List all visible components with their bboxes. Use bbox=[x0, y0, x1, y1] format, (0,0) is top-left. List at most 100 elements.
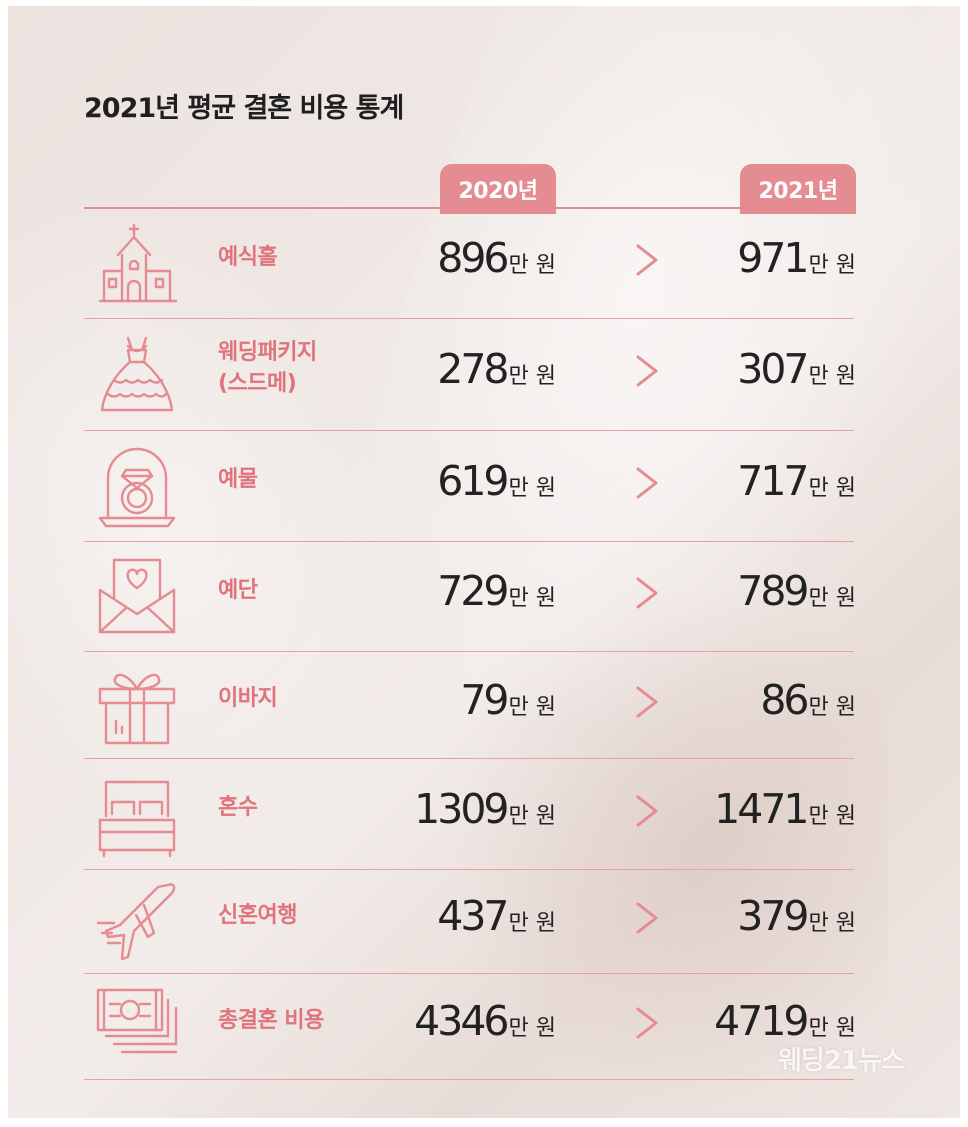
column-header-2021: 2021년 bbox=[740, 164, 856, 214]
gift-box-icon bbox=[94, 663, 180, 749]
table-top-rule bbox=[84, 207, 854, 209]
value-number: 4346 bbox=[414, 997, 509, 1045]
value-2020: 729만 원 bbox=[316, 567, 556, 615]
value-2020: 896만 원 bbox=[316, 234, 556, 282]
value-2021: 971만 원 bbox=[616, 234, 856, 282]
value-unit: 만 원 bbox=[808, 1016, 856, 1041]
table-row: 웨딩패키지 (스드메) 278만 원 307만 원 bbox=[84, 319, 856, 431]
chevron-right-icon bbox=[632, 684, 662, 720]
chevron-right-icon bbox=[632, 1005, 662, 1041]
value-number: 1309 bbox=[414, 785, 509, 833]
row-divider bbox=[84, 1079, 854, 1080]
row-divider bbox=[84, 541, 854, 542]
chevron-right-icon bbox=[632, 793, 662, 829]
value-number: 1471 bbox=[714, 785, 809, 833]
value-number: 4719 bbox=[714, 997, 809, 1045]
value-unit: 만 원 bbox=[808, 911, 856, 936]
value-2021: 379만 원 bbox=[616, 892, 856, 940]
value-number: 729 bbox=[437, 567, 509, 615]
chevron-right-icon bbox=[632, 900, 662, 936]
value-2021: 789만 원 bbox=[616, 567, 856, 615]
table-row: 예물 619만 원 717만 원 bbox=[84, 431, 856, 542]
value-2021: 307만 원 bbox=[616, 345, 856, 393]
value-unit: 만 원 bbox=[808, 476, 856, 501]
row-label-line: 총결혼 비용 bbox=[218, 1008, 324, 1033]
row-divider bbox=[84, 318, 854, 319]
row-label-line: 신혼여행 bbox=[218, 903, 297, 928]
value-2020: 278만 원 bbox=[316, 345, 556, 393]
value-unit: 만 원 bbox=[808, 695, 856, 720]
value-number: 307 bbox=[737, 345, 809, 393]
chevron-right-icon bbox=[632, 242, 662, 278]
value-unit: 만 원 bbox=[508, 804, 556, 829]
value-unit: 만 원 bbox=[508, 911, 556, 936]
money-stack-icon bbox=[94, 984, 180, 1070]
chevron-right-icon bbox=[632, 353, 662, 389]
value-number: 278 bbox=[437, 345, 509, 393]
value-2021: 4719만 원 bbox=[616, 997, 856, 1045]
row-label-line: 예단 bbox=[218, 578, 258, 603]
row-divider bbox=[84, 430, 854, 431]
row-divider bbox=[84, 651, 854, 652]
value-number: 717 bbox=[737, 457, 809, 505]
row-label-line: 웨딩패키지 bbox=[218, 340, 317, 365]
row-divider bbox=[84, 973, 854, 974]
value-2020: 619만 원 bbox=[316, 457, 556, 505]
value-number: 896 bbox=[437, 234, 509, 282]
table-row: 예식홀 896만 원 971만 원 bbox=[84, 209, 856, 319]
value-unit: 만 원 bbox=[808, 804, 856, 829]
value-number: 379 bbox=[737, 892, 809, 940]
row-label-line: 혼수 bbox=[218, 795, 258, 820]
value-2021: 717만 원 bbox=[616, 457, 856, 505]
value-2020: 437만 원 bbox=[316, 892, 556, 940]
envelope-heart-icon bbox=[94, 554, 180, 640]
row-divider bbox=[84, 758, 854, 759]
row-divider bbox=[84, 869, 854, 870]
value-number: 79 bbox=[460, 676, 509, 724]
row-label: 예식홀 bbox=[218, 243, 368, 274]
row-label-line: 이바지 bbox=[218, 686, 278, 711]
value-number: 86 bbox=[760, 676, 809, 724]
value-unit: 만 원 bbox=[508, 695, 556, 720]
row-label: 예단 bbox=[218, 576, 368, 607]
cost-table: 예식홀 896만 원 971만 원 웨딩패키지 (스드메) 278만 원 307만 원 예물 6… bbox=[8, 6, 960, 1118]
value-2021: 86만 원 bbox=[616, 676, 856, 724]
value-unit: 만 원 bbox=[508, 586, 556, 611]
row-label: 이바지 bbox=[218, 684, 368, 715]
watermark: 웨딩21뉴스 bbox=[778, 1046, 905, 1076]
value-unit: 만 원 bbox=[808, 364, 856, 389]
chevron-right-icon bbox=[632, 575, 662, 611]
church-icon bbox=[94, 221, 180, 307]
value-2020: 1309만 원 bbox=[316, 785, 556, 833]
value-unit: 만 원 bbox=[808, 253, 856, 278]
chevron-right-icon bbox=[632, 465, 662, 501]
value-unit: 만 원 bbox=[508, 364, 556, 389]
wedding-dress-icon bbox=[94, 332, 180, 418]
value-unit: 만 원 bbox=[508, 1016, 556, 1041]
ring-icon bbox=[94, 444, 180, 530]
row-label-line: (스드메) bbox=[218, 370, 297, 396]
table-row: 예단 729만 원 789만 원 bbox=[84, 542, 856, 652]
row-label: 웨딩패키지 (스드메) bbox=[218, 338, 368, 400]
value-unit: 만 원 bbox=[508, 476, 556, 501]
row-label-line: 예식홀 bbox=[218, 245, 278, 270]
value-2020: 4346만 원 bbox=[316, 997, 556, 1045]
row-label: 총결혼 비용 bbox=[218, 1006, 368, 1037]
value-number: 619 bbox=[437, 457, 509, 505]
value-unit: 만 원 bbox=[508, 253, 556, 278]
airplane-icon bbox=[94, 879, 180, 965]
value-number: 437 bbox=[437, 892, 509, 940]
table-row: 총결혼 비용 4346만 원 4719만 원 bbox=[84, 974, 856, 1080]
value-2020: 79만 원 bbox=[316, 676, 556, 724]
table-row: 신혼여행 437만 원 379만 원 bbox=[84, 870, 856, 974]
row-label: 신혼여행 bbox=[218, 901, 368, 932]
value-2021: 1471만 원 bbox=[616, 785, 856, 833]
row-label: 예물 bbox=[218, 465, 368, 496]
chart-title: 2021년 평균 결혼 비용 통계 bbox=[84, 93, 404, 124]
column-header-2020: 2020년 bbox=[440, 164, 556, 214]
value-number: 789 bbox=[737, 567, 809, 615]
value-unit: 만 원 bbox=[808, 586, 856, 611]
row-label: 혼수 bbox=[218, 793, 368, 824]
value-number: 971 bbox=[737, 234, 809, 282]
table-row: 이바지 79만 원 86만 원 bbox=[84, 652, 856, 759]
